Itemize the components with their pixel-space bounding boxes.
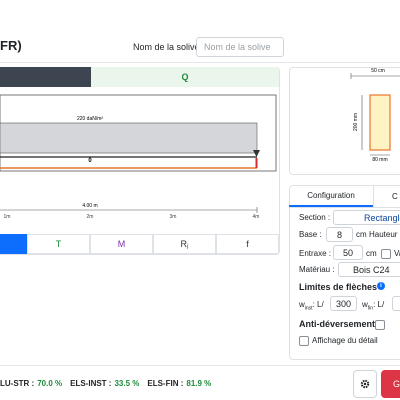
status-label: LU-STR : <box>0 379 35 388</box>
gear-icon <box>360 379 370 389</box>
section-rect <box>369 94 391 151</box>
result-tab[interactable]: f <box>216 234 279 254</box>
input-value: 50 <box>342 247 353 258</box>
diagram-frame <box>0 94 277 172</box>
status-label: ELS-INST : <box>70 379 112 388</box>
result-tab-active[interactable] <box>0 234 27 254</box>
status-label: ELS-FIN : <box>147 379 184 388</box>
load-label: 220 daN/m² <box>77 116 103 122</box>
input-value: 300 <box>335 298 352 309</box>
detail-checkbox[interactable] <box>299 336 309 346</box>
config-tab-active[interactable]: Configuration <box>289 185 373 207</box>
status-item: LU-STR :70.0 % <box>0 379 62 388</box>
span-label: 4.00 m <box>82 203 97 209</box>
divider <box>0 62 400 63</box>
info-icon[interactable]: i <box>377 282 385 290</box>
diagram-card <box>0 67 280 255</box>
axis-tick-label: 1m <box>4 214 11 220</box>
axis: 1m 2m 3m 4m <box>4 214 260 220</box>
diagram-tab[interactable]: Q <box>91 67 279 87</box>
load-area <box>0 122 258 154</box>
symbol: w <box>299 300 305 309</box>
height-label: Hauteur : <box>369 230 400 239</box>
value-label: 0 <box>88 158 92 164</box>
page-title: FR) <box>0 38 22 53</box>
divider <box>0 365 400 366</box>
deflection-title: Limites de flèches <box>299 282 378 292</box>
anti-label: Anti-déversement <box>299 319 376 329</box>
input-value: 8 <box>336 229 342 240</box>
symbol: w <box>362 300 368 309</box>
beam-diagram: 220 daN/m² 0 4.00 m 1m 2m 3m 4m <box>0 94 277 220</box>
width-label: 50 cm <box>371 68 385 74</box>
status-item: ELS-INST :33.5 % <box>70 379 139 388</box>
detail-label: Affichage du détail <box>312 336 378 345</box>
base-label: Base : <box>299 230 322 239</box>
suffix: : L/ <box>373 300 385 309</box>
diagram-tab-active[interactable] <box>0 67 91 87</box>
base-input[interactable]: 8 <box>326 227 353 242</box>
entraxe-check-label: Va <box>394 249 400 258</box>
status-value: 81.9 % <box>186 379 212 388</box>
status-value: 33.5 % <box>114 379 140 388</box>
height-label: 200 mm <box>353 113 359 131</box>
entraxe-checkbox[interactable] <box>381 249 391 259</box>
w-fin-label: wfin: L/ <box>362 300 384 312</box>
w-inst-label: winst: L/ <box>299 300 324 312</box>
result-tab[interactable]: M <box>90 234 153 254</box>
name-label: Nom de la solive : <box>133 42 205 52</box>
entraxe-input[interactable]: 50 <box>333 245 363 260</box>
section-select[interactable]: Rectangle <box>333 210 400 225</box>
w-fin-input[interactable] <box>392 296 400 311</box>
placeholder: Nom de la solive <box>204 42 271 52</box>
subscript: inst <box>304 305 313 312</box>
action-button[interactable]: G <box>381 370 400 398</box>
material-select[interactable]: Bois C24 <box>338 262 400 277</box>
anti-checkbox[interactable] <box>375 320 385 330</box>
status-item: ELS-FIN :81.9 % <box>147 379 211 388</box>
suffix: : L/ <box>312 300 324 309</box>
axis-tick-label: 3m <box>170 214 177 220</box>
w-inst-input[interactable]: 300 <box>330 296 357 311</box>
entraxe-label: Entraxe : <box>299 249 332 258</box>
axis-tick-label: 4m <box>253 214 260 220</box>
result-tab[interactable]: Rⱼ <box>153 234 216 254</box>
select-value: Rectangle <box>364 212 400 223</box>
status-bar: LU-STR :70.0 % ELS-INST :33.5 % ELS-FIN :8… <box>0 379 215 388</box>
section-preview: 50 cm 200 mm 80 mm <box>350 68 400 163</box>
select-value: Bois C24 <box>353 264 390 275</box>
material-label: Matériau : <box>299 265 335 274</box>
base-label: 80 mm <box>372 157 387 163</box>
name-input[interactable]: Nom de la solive <box>196 37 284 57</box>
section-label: Section : <box>299 213 331 222</box>
tab-divider <box>289 207 400 208</box>
status-value: 70.0 % <box>37 379 63 388</box>
result-tab[interactable]: T <box>27 234 90 254</box>
settings-button[interactable] <box>353 370 377 398</box>
base-unit: cm <box>356 230 367 239</box>
axis-tick-label: 2m <box>87 214 94 220</box>
entraxe-unit: cm <box>366 249 377 258</box>
support <box>253 150 260 157</box>
subscript: fin <box>367 305 374 312</box>
config-tab[interactable]: C <box>373 185 400 207</box>
